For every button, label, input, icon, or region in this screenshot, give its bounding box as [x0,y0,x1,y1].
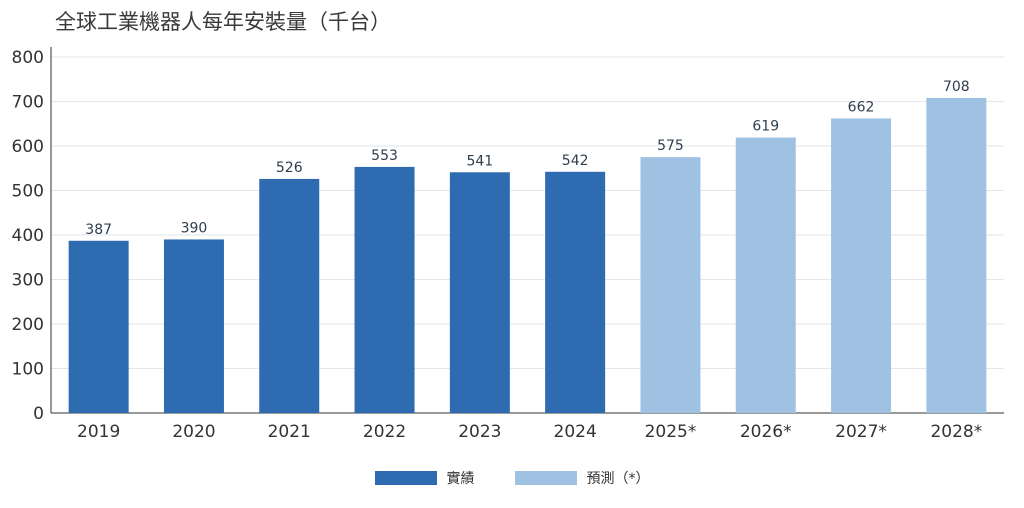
y-tick-label: 600 [12,137,44,157]
x-tick-label: 2022 [363,422,406,442]
x-tick-label: 2019 [77,422,120,442]
y-tick-label: 100 [12,360,44,380]
y-tick-label: 700 [12,93,44,113]
data-label: 553 [371,148,398,164]
bar [926,97,987,413]
x-tick-label: 2020 [172,422,215,442]
y-tick-label: 200 [12,315,44,335]
x-tick-label: 2027* [835,422,887,442]
x-tick-label: 2026* [740,422,792,442]
data-label: 619 [752,119,779,135]
data-label: 526 [276,160,303,176]
bar [640,157,701,413]
data-label: 662 [848,99,875,115]
chart-title: 全球工業機器人每年安裝量（千台） [55,10,391,34]
legend-swatch-actual [374,471,437,485]
data-label: 387 [85,222,112,238]
bar [68,240,129,413]
bar [545,171,606,413]
legend-item-forecast: 預測（*） [514,468,650,488]
bar [354,166,415,413]
y-tick-label: 300 [12,271,44,291]
data-label: 542 [562,153,589,169]
data-label: 541 [466,153,493,169]
x-tick-label: 2024 [554,422,597,442]
bar [449,172,510,413]
legend-label-actual: 實績 [446,471,475,487]
y-tick-label: 800 [12,48,44,68]
bar [735,137,796,414]
bar [831,118,892,413]
legend-swatch-forecast [514,471,577,485]
bar [259,178,320,413]
x-tick-label: 2023 [458,422,501,442]
bar [163,239,224,413]
legend: 實績 預測（*） [0,468,1024,488]
y-tick-label: 400 [12,226,44,246]
legend-item-actual: 實績 [374,468,475,488]
x-tick-label: 2028* [930,422,982,442]
legend-label-forecast: 預測（*） [586,471,650,487]
x-tick-label: 2021 [268,422,311,442]
data-label: 390 [181,220,208,236]
x-tick-label: 2025* [645,422,697,442]
data-label: 575 [657,138,684,154]
y-tick-label: 500 [12,182,44,202]
data-label: 708 [943,79,970,95]
y-tick-label: 0 [33,404,44,424]
